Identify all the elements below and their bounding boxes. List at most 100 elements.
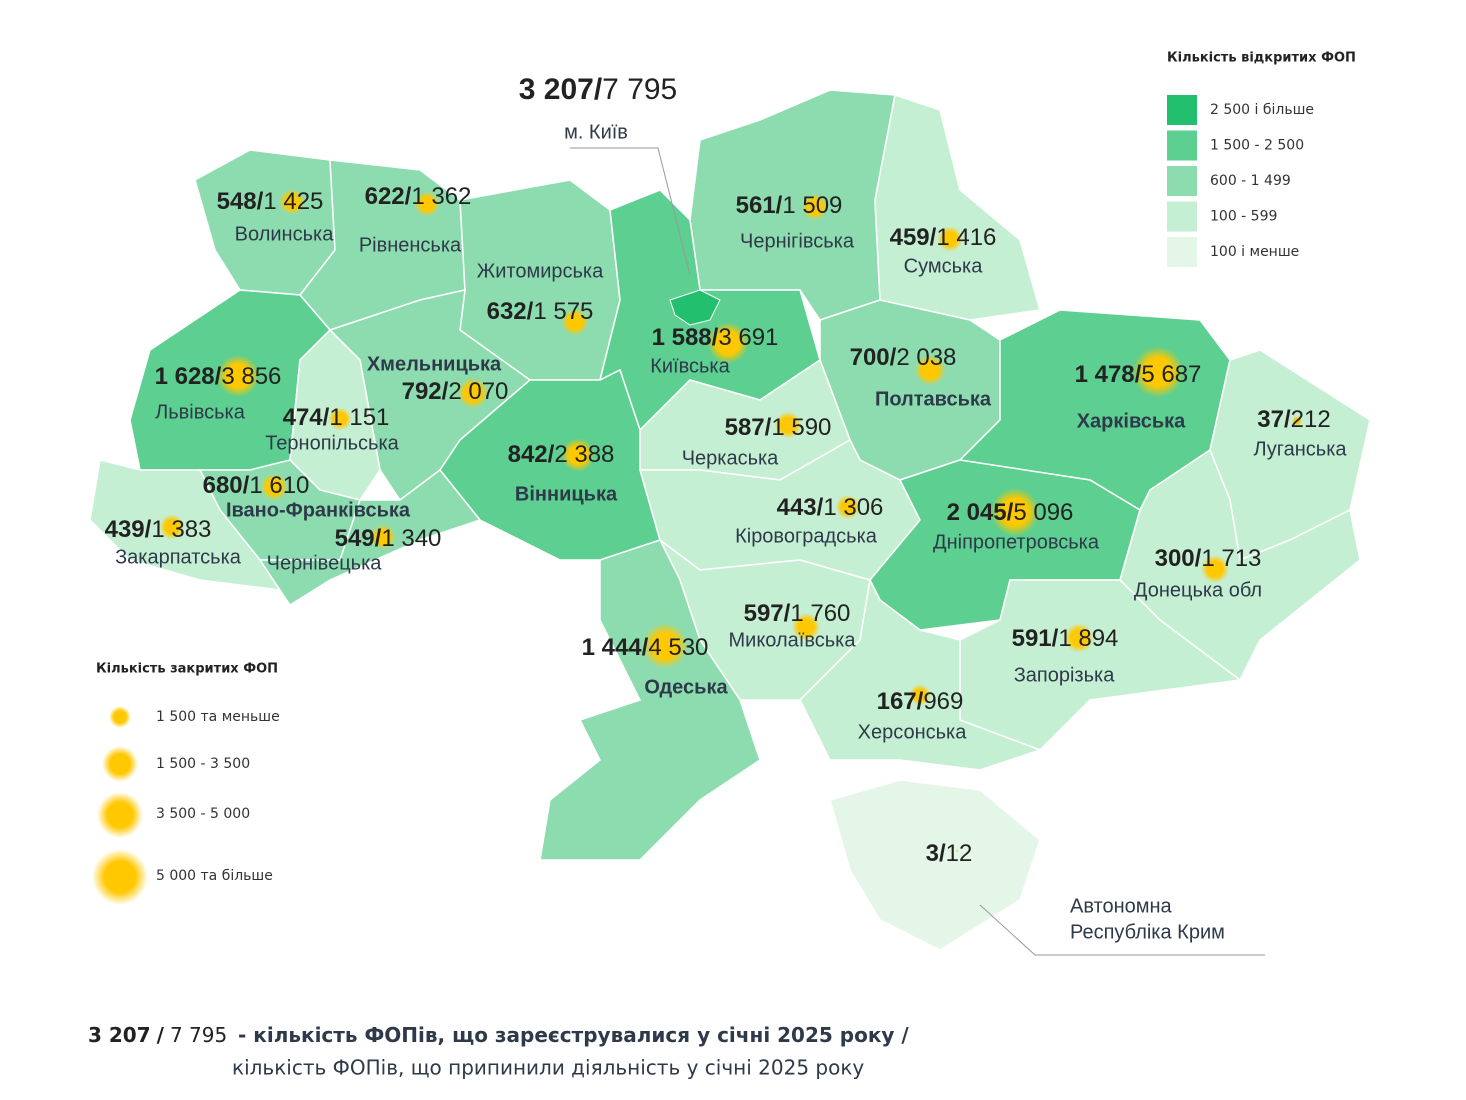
legend-label: 1 500 - 3 500 (156, 756, 250, 772)
region-name: Чернігівська (740, 230, 855, 252)
closed-bubble (370, 524, 396, 550)
closed-count: 2 388 (554, 441, 614, 468)
opened-count: 1 588 (652, 324, 712, 351)
region-name: Черкаська (682, 447, 779, 469)
separator: / (145, 516, 152, 543)
region-shape (874, 94, 1041, 321)
separator: / (215, 363, 222, 390)
legend-label: 3 500 - 5 000 (156, 806, 250, 822)
region-name: Львівська (155, 401, 246, 423)
closed-count: 1 340 (381, 525, 441, 552)
region-count: 591/1 894 (1012, 625, 1119, 652)
region-count: 587/1 590 (725, 414, 832, 441)
separator: / (1284, 406, 1291, 433)
separator: / (548, 441, 555, 468)
closed-count: 3 691 (718, 324, 778, 351)
legend-swatch (1167, 237, 1197, 267)
closed-bubble (835, 494, 861, 520)
closed-bubble (1132, 346, 1184, 398)
region-name: Республіка Крим (1070, 921, 1225, 943)
region-count: 700/2 038 (850, 344, 957, 371)
region-name: Вінницька (515, 483, 618, 505)
closed-count: 1 383 (151, 516, 211, 543)
region-name: Кіровоградська (735, 525, 878, 547)
region-name: Київська (650, 355, 730, 377)
opened-count: 622 (365, 183, 405, 210)
legend-swatch (1167, 130, 1197, 161)
closed-bubble (642, 623, 688, 669)
region-count: 474/1 151 (283, 404, 390, 431)
legend-bubble (109, 706, 131, 728)
region-count: 632/1 575 (487, 298, 594, 325)
separator: / (890, 344, 897, 371)
footer-line: 3 207/7 795 - кількість ФОПів, що зареєст… (88, 1023, 909, 1047)
opened-count: 561 (736, 192, 776, 219)
closed-count: 1 151 (329, 404, 389, 431)
opened-count: 842 (508, 441, 548, 468)
region-count: 1 444/4 530 (582, 634, 709, 661)
separator: / (157, 1023, 165, 1047)
separator: / (1007, 499, 1014, 526)
separator: / (939, 840, 946, 867)
separator: / (527, 298, 534, 325)
closed-bubble (159, 514, 185, 540)
legend-title: Кількість відкритих ФОП (1167, 51, 1356, 66)
closed-count: 4 530 (648, 634, 708, 661)
closed-count: 7 795 (602, 73, 677, 106)
footer-opened: 3 207 (88, 1023, 151, 1047)
opened-count: 439 (105, 516, 145, 543)
separator: / (323, 404, 330, 431)
region-name: Полтавська (875, 388, 992, 410)
legend-label: 100 - 599 (1210, 209, 1277, 225)
closed-count: 1 713 (1201, 545, 1261, 572)
region-name: Рівненська (359, 234, 462, 256)
region-name: Автономна (1070, 895, 1173, 917)
region-name: Івано-Франківська (226, 499, 411, 521)
opened-count: 700 (850, 344, 890, 371)
opened-count: 474 (283, 404, 324, 431)
footer-text: кількість ФОПів, що припинили діяльність… (232, 1056, 864, 1080)
opened-count: 587 (725, 414, 765, 441)
closed-count: 3 856 (221, 363, 281, 390)
opened-count: 632 (487, 298, 527, 325)
closed-bubble (328, 407, 352, 431)
opened-count: 680 (203, 472, 243, 499)
legend-label: 1 500 - 2 500 (1210, 138, 1304, 154)
closed-count: 1 590 (771, 414, 831, 441)
separator: / (930, 224, 937, 251)
closed-bubble (561, 438, 595, 472)
region-count: 300/1 713 (1155, 545, 1262, 572)
legend-swatch (1167, 166, 1197, 196)
separator: / (642, 634, 649, 661)
opened-count: 167 (877, 688, 917, 715)
separator: / (712, 324, 719, 351)
opened-count: 548 (217, 188, 257, 215)
opened-count: 597 (744, 600, 784, 627)
region-name: Донецька обл (1134, 579, 1262, 601)
legend-swatch (1167, 201, 1197, 232)
opened-count: 549 (335, 525, 375, 552)
region-name: Чернівецька (267, 552, 383, 574)
region-name: Хмельницька (367, 353, 502, 375)
region-count: 2 045/5 096 (947, 499, 1074, 526)
region-count: 459/1 416 (890, 224, 997, 251)
closed-bubble (1200, 554, 1230, 584)
separator: / (375, 525, 382, 552)
region-count: 1 628/3 856 (155, 363, 282, 390)
region-count: 3/12 (926, 840, 973, 867)
closed-count: 969 (923, 688, 963, 715)
opened-count: 3 (926, 840, 939, 867)
footer-text: - кількість ФОПів, що зареєструвалися у … (238, 1023, 909, 1047)
separator: / (917, 688, 924, 715)
region-count: 842/2 388 (508, 441, 615, 468)
closed-count: 1 362 (411, 183, 471, 210)
closed-bubble (914, 354, 946, 386)
region-shape (799, 577, 1043, 771)
closed-count: 212 (1291, 406, 1331, 433)
separator: / (817, 494, 824, 521)
region-name: Одеська (644, 676, 728, 698)
capital-name: м. Київ (564, 121, 628, 143)
legend-label: 1 500 та меньше (156, 709, 280, 725)
closed-count: 1 610 (249, 472, 309, 499)
